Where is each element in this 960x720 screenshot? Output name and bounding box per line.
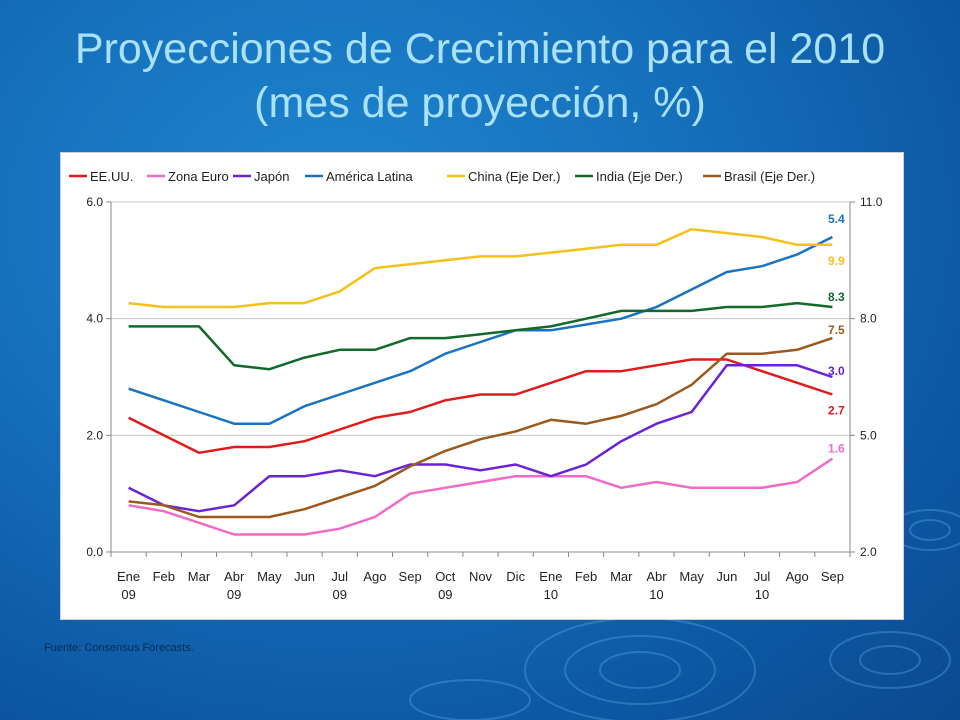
- slide-title: Proyecciones de Crecimiento para el 2010…: [0, 22, 960, 130]
- y-left-tick-label: 2.0: [86, 428, 103, 442]
- y-right-tick-label: 11.0: [860, 195, 883, 209]
- x-tick-label: Sep: [399, 569, 422, 584]
- legend-label: India (Eje Der.): [596, 169, 683, 184]
- x-tick-label: May: [679, 569, 704, 584]
- source-note: Fuente: Consensus Forecasts.: [44, 642, 194, 654]
- x-tick-label: Ene: [539, 569, 562, 584]
- x-tick-label: Dic: [506, 569, 525, 584]
- chart-container: 0.0 2.0 4.0 6.0 2.0 5.0 8.0 11.0 Ene 09 Feb Mar Abr 0…: [60, 152, 904, 620]
- series-end-label: 9.9: [828, 254, 845, 268]
- y-right-tick-label: 2.0: [860, 545, 877, 559]
- x-tick-label-year: 10: [649, 587, 663, 602]
- line-chart: 0.0 2.0 4.0 6.0 2.0 5.0 8.0 11.0 Ene 09 Feb Mar Abr 0…: [69, 169, 883, 602]
- series-line: [128, 358, 833, 455]
- series-end-label: 3.0: [828, 364, 845, 378]
- x-tick-label: Oct: [435, 569, 456, 584]
- x-tick-label: Jun: [716, 569, 737, 584]
- x-tick-label-year: 09: [121, 587, 135, 602]
- x-tick-label: May: [257, 569, 282, 584]
- y-right-tick-label: 5.0: [860, 428, 877, 442]
- legend-label: Japón: [254, 169, 289, 184]
- slide-title-line1: Proyecciones de Crecimiento para el 2010: [74, 25, 886, 73]
- x-tick-label: Jun: [294, 569, 315, 584]
- x-tick-label: Ene: [117, 569, 140, 584]
- slide-title-line2: (mes de proyección, %): [254, 79, 706, 127]
- x-tick-label: Jul: [754, 569, 771, 584]
- legend-label: EE.UU.: [90, 169, 133, 184]
- x-tick-label-year: 09: [227, 587, 241, 602]
- x-tick-label-year: 10: [544, 587, 558, 602]
- x-tick-label-year: 10: [755, 587, 769, 602]
- legend-label: China (Eje Der.): [468, 169, 560, 184]
- series-line: [128, 301, 833, 371]
- series-end-label: 8.3: [828, 290, 845, 304]
- x-tick-label: Ago: [786, 569, 809, 584]
- x-tick-label: Nov: [469, 569, 493, 584]
- legend-label: América Latina: [326, 169, 413, 184]
- legend-label: Brasil (Eje Der.): [724, 169, 815, 184]
- x-tick-label: Sep: [821, 569, 844, 584]
- x-tick-label: Feb: [575, 569, 597, 584]
- y-left-tick-label: 6.0: [86, 195, 103, 209]
- series-end-label: 2.7: [828, 404, 845, 418]
- x-tick-label-year: 09: [438, 587, 452, 602]
- x-tick-label: Ago: [363, 569, 386, 584]
- series-line: [128, 227, 833, 309]
- series-end-label: 5.4: [828, 212, 845, 226]
- series-line: [128, 235, 833, 425]
- series-end-label: 7.5: [828, 323, 845, 337]
- x-tick-label-year: 09: [333, 587, 347, 602]
- y-left-tick-label: 4.0: [86, 312, 103, 326]
- series-end-label: 1.6: [828, 442, 845, 456]
- y-right-tick-label: 8.0: [860, 312, 877, 326]
- y-left-tick-label: 0.0: [86, 545, 103, 559]
- x-tick-label: Abr: [224, 569, 245, 584]
- x-tick-label: Abr: [646, 569, 667, 584]
- legend-label: Zona Euro: [168, 169, 229, 184]
- series-line: [128, 457, 834, 536]
- x-tick-label: Mar: [188, 569, 211, 584]
- x-tick-label: Jul: [331, 569, 348, 584]
- series-line: [128, 364, 833, 513]
- x-tick-label: Mar: [610, 569, 633, 584]
- x-tick-label: Feb: [153, 569, 175, 584]
- series-line: [128, 336, 833, 519]
